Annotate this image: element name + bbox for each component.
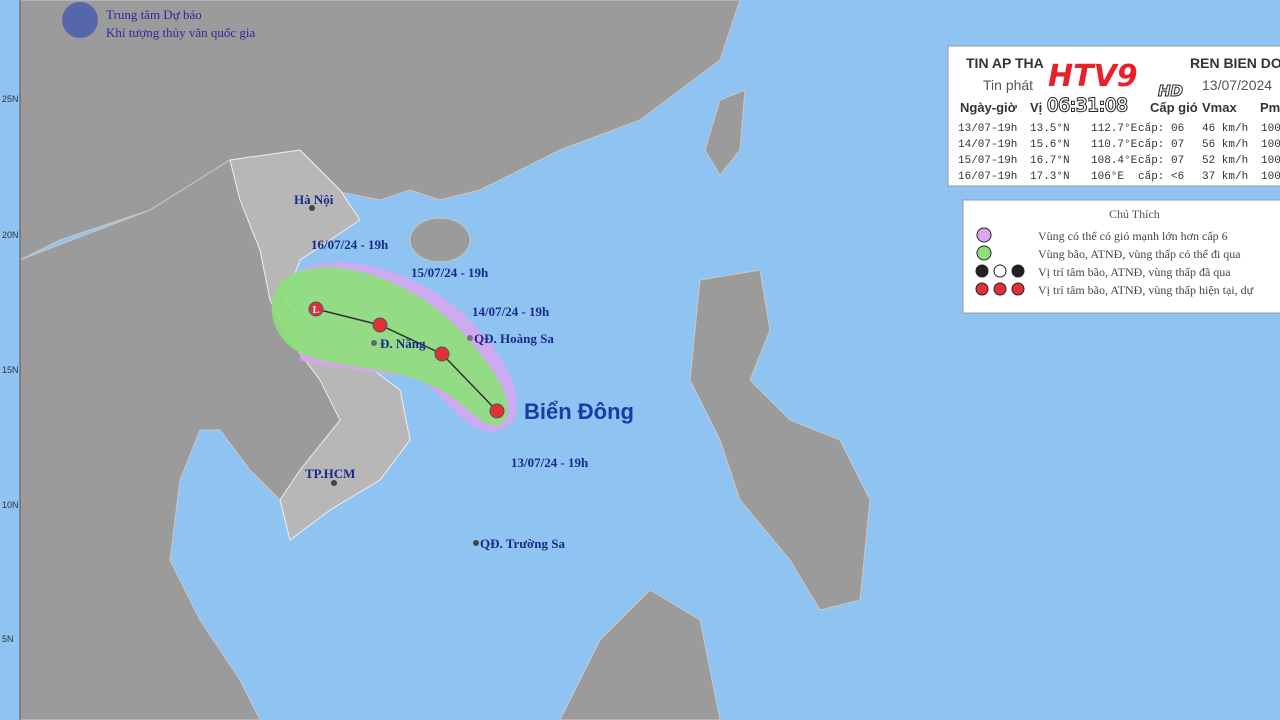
table-cell: cấp: 06: [1138, 122, 1184, 135]
place-dot: [309, 205, 315, 211]
table-title: REN BIEN DO: [1190, 55, 1280, 71]
table-cell: 106°E: [1091, 171, 1124, 183]
table-cell: 16/07-19h: [958, 171, 1017, 183]
table-cell: 100: [1261, 139, 1280, 151]
legend-title: Chú Thích: [1109, 207, 1160, 221]
place-dot: [371, 340, 377, 346]
table-cell: 15.6°N: [1030, 139, 1070, 151]
agency-name: Trung tâm Dự báo: [106, 7, 202, 22]
track-symbol: L: [313, 305, 320, 316]
legend-label: Vị trí tâm bão, ATNĐ, vùng thấp hiện tại…: [1038, 283, 1254, 297]
lat-label: 20N: [2, 230, 19, 240]
table-cell: cấp: 07: [1138, 138, 1184, 151]
forecast-cone: [271, 267, 508, 426]
table-cell: cấp: <6: [1138, 170, 1184, 183]
agency-logo: [62, 2, 98, 38]
track-points: L: [308, 301, 505, 419]
table-cell: 13.5°N: [1030, 123, 1070, 135]
agency-name: Khí tượng thủy văn quốc gia: [106, 25, 256, 40]
table-cell: 100: [1261, 171, 1280, 183]
track-label: 15/07/24 - 19h: [411, 265, 489, 280]
legend-label: Vùng bão, ATNĐ, vùng thấp có thể đi qua: [1038, 247, 1241, 261]
legend-swatch: [993, 282, 1007, 296]
table-cell: 37 km/h: [1202, 171, 1248, 183]
place: TP.HCM: [305, 466, 355, 481]
track-label: 16/07/24 - 19h: [311, 237, 389, 252]
column-header: Cấp gió: [1150, 100, 1198, 115]
table-body: Ngày-giờ Vị Cấp gió Vmax Pm 13/07-19h 13.5°N 11…: [958, 100, 1280, 183]
table-cell: 108.4°E: [1091, 155, 1138, 167]
legend-swatch: [1011, 264, 1025, 278]
lat-label: 10N: [2, 500, 19, 510]
land: [19, 0, 871, 720]
legend-swatch: [976, 245, 992, 261]
track-line: [315, 308, 498, 412]
track-label: 14/07/24 - 19h: [472, 304, 550, 319]
legend-label: Vùng có thể có gió mạnh lớn hơn cấp 6: [1038, 229, 1228, 243]
table-cell: 15/07-19h: [958, 155, 1017, 167]
lat-label: 15N: [2, 365, 19, 375]
table-cell: 110.7°E: [1091, 139, 1138, 151]
track-label: 13/07/24 - 19h: [511, 455, 589, 470]
lat-label: 5N: [2, 634, 14, 644]
table-cell: cấp: 07: [1138, 154, 1184, 167]
table-cell: 100: [1261, 123, 1280, 135]
track-point: [372, 317, 388, 333]
table-title: TIN AP THA: [966, 55, 1044, 71]
track-point: [434, 346, 450, 362]
place-dot: [467, 335, 473, 341]
column-header: Vmax: [1202, 100, 1237, 115]
place: Đ. Nẵng: [380, 336, 426, 351]
place: QĐ. Hoàng Sa: [474, 331, 554, 346]
place-dot: [473, 540, 479, 546]
column-header: Ngày-giờ: [960, 100, 1018, 115]
channel-logo: HTV9: [1048, 59, 1138, 94]
track-point: [308, 301, 324, 317]
table-cell: 17.3°N: [1030, 171, 1070, 183]
table-cell: 16.7°N: [1030, 155, 1070, 167]
place: Hà Nội: [294, 192, 334, 207]
column-header: Vị: [1030, 100, 1042, 115]
clock: 06:31:08: [1047, 95, 1128, 116]
legend-swatch: [1011, 282, 1025, 296]
legend-swatch: [975, 282, 989, 296]
table-cell: 56 km/h: [1202, 139, 1248, 151]
lat-label: 25N: [2, 94, 19, 104]
legend-swatch: [976, 227, 992, 243]
table-cell: 112.7°E: [1091, 123, 1138, 135]
place-dot: [331, 480, 337, 486]
info-table: [947, 45, 1280, 187]
column-header: Pm: [1260, 100, 1280, 115]
place: QĐ. Trường Sa: [480, 536, 565, 551]
table-cell: 100: [1261, 155, 1280, 167]
table-cell: 13/07-19h: [958, 123, 1017, 135]
table-subtitle: Tin phát: [983, 77, 1033, 93]
legend-swatch: [975, 264, 989, 278]
table-subtitle: 13/07/2024: [1202, 77, 1272, 93]
track-point: [489, 403, 505, 419]
table-cell: 46 km/h: [1202, 123, 1248, 135]
channel-quality: HD: [1158, 82, 1183, 100]
legend-items: Vùng có thể có gió mạnh lớn hơn cấp 6 Vùn…: [975, 227, 1254, 297]
table-cell: 14/07-19h: [958, 139, 1017, 151]
table-cell: 52 km/h: [1202, 155, 1248, 167]
sea-name: Biển Đông: [524, 399, 634, 424]
legend-swatch: [993, 264, 1007, 278]
legend-label: Vị trí tâm bão, ATNĐ, vùng thấp đã qua: [1038, 265, 1231, 279]
